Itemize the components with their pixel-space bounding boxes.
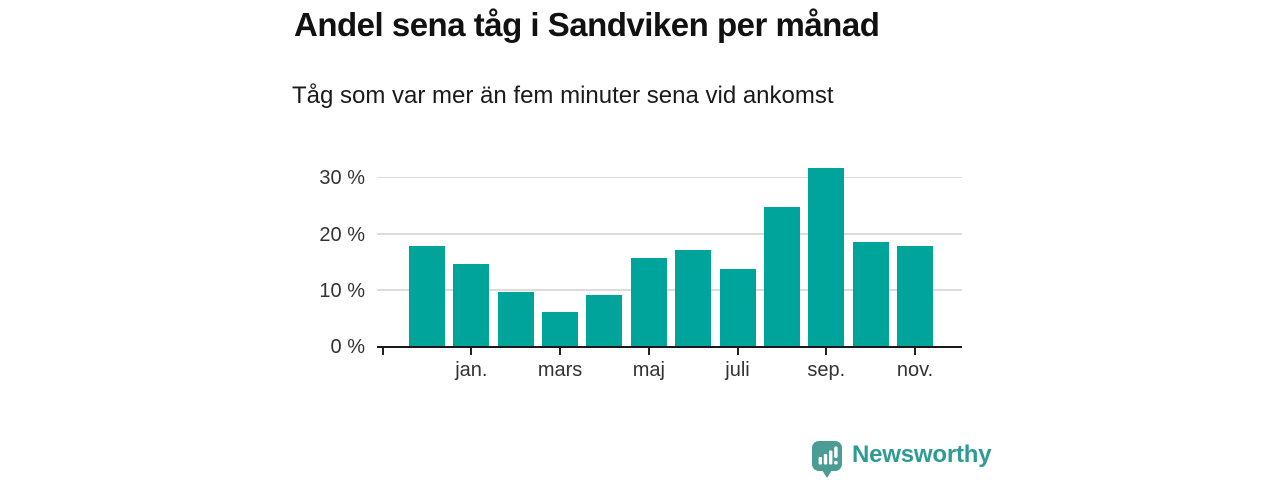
- x-axis-label: jan.: [455, 359, 488, 381]
- y-axis-label: 10 %: [319, 279, 365, 302]
- x-axis-label: nov.: [896, 359, 934, 381]
- gridline: [377, 289, 962, 291]
- x-axis-label: sep.: [807, 359, 846, 381]
- y-axis-label: 0 %: [330, 336, 365, 358]
- bar: [409, 245, 445, 347]
- x-axis-tick: [647, 348, 650, 355]
- bar: [896, 245, 933, 347]
- bar: [763, 206, 800, 347]
- newsworthy-brand-text: Newsworthy: [852, 441, 992, 468]
- chart-subtitle: Tåg som var mer än fem minuter sena vid …: [292, 82, 834, 109]
- x-axis-label: juli: [725, 359, 750, 381]
- bar: [675, 249, 712, 347]
- bar: [586, 294, 623, 347]
- x-axis-tick: [470, 348, 473, 355]
- bar: [630, 258, 667, 347]
- bar: [453, 263, 490, 347]
- plot-area: 0 % 10 % 20 % 30 % jan. mars maj juli sep. nov.: [319, 150, 962, 381]
- y-axis-label: 20 %: [319, 223, 365, 246]
- x-axis-tick: [825, 348, 828, 355]
- bar: [719, 268, 756, 347]
- newsworthy-bar-chart-bubble-icon: [812, 441, 842, 478]
- gridline: [377, 233, 962, 235]
- bar-series: [409, 150, 933, 347]
- bar: [852, 241, 889, 347]
- x-axis-tick: [736, 348, 739, 355]
- newsworthy-logo: Newsworthy: [811, 440, 992, 479]
- x-axis-label: maj: [632, 359, 665, 381]
- chart-title: Andel sena tåg i Sandviken per månad: [294, 6, 880, 43]
- bar: [497, 291, 534, 347]
- x-axis-tick: [382, 348, 384, 355]
- x-axis-tick: [914, 348, 916, 355]
- y-axis-label: 30 %: [319, 167, 365, 190]
- x-axis-tick: [559, 348, 562, 355]
- bar: [542, 312, 579, 347]
- x-axis-label: mars: [537, 359, 583, 381]
- bar: [808, 167, 845, 347]
- x-axis-line: [377, 345, 962, 348]
- gridline: [377, 176, 962, 179]
